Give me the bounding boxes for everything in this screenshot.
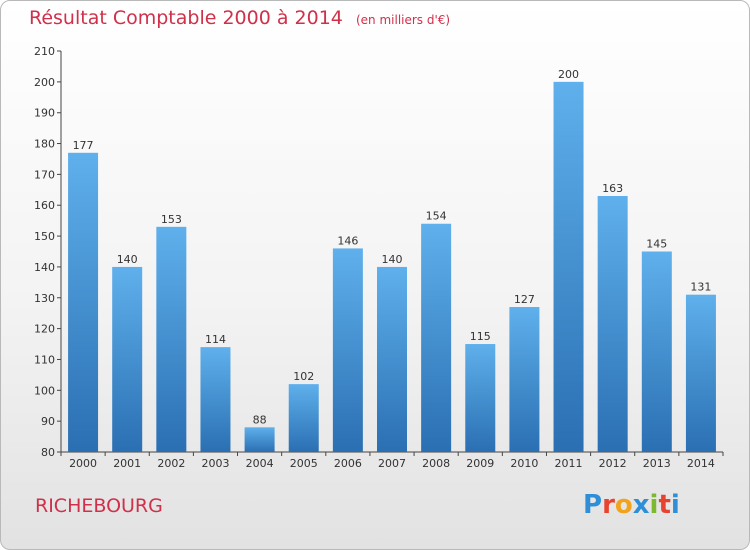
value-label-2013: 145 — [646, 238, 667, 251]
value-label-2000: 177 — [73, 139, 94, 152]
bar-2000 — [68, 152, 99, 453]
bar-2012 — [597, 195, 628, 452]
value-label-2010: 127 — [514, 293, 535, 306]
logo-letter: r — [602, 490, 615, 520]
y-tick-label: 130 — [34, 292, 55, 305]
y-tick-label: 180 — [34, 138, 55, 151]
value-label-2006: 146 — [337, 234, 358, 247]
x-tick-label-2008: 2008 — [422, 457, 450, 470]
logo-letter: o — [614, 490, 633, 520]
bar-2014 — [685, 294, 716, 452]
x-tick-label-2013: 2013 — [643, 457, 671, 470]
chart-bars — [68, 81, 716, 453]
y-tick-label: 200 — [34, 76, 55, 89]
y-tick-label: 110 — [34, 353, 55, 366]
y-tick-label: 120 — [34, 323, 55, 336]
x-tick-label-2005: 2005 — [290, 457, 318, 470]
bar-2010 — [509, 307, 540, 452]
y-tick-label: 210 — [34, 45, 55, 58]
proxiti-logo: Proxiti — [583, 490, 680, 520]
logo-letter: P — [583, 490, 603, 520]
y-tick-label: 190 — [34, 107, 55, 120]
value-label-2005: 102 — [293, 370, 314, 383]
x-tick-label-2012: 2012 — [599, 457, 627, 470]
x-tick-label-2004: 2004 — [246, 457, 274, 470]
value-label-2001: 140 — [117, 253, 138, 266]
bar-2009 — [465, 344, 496, 452]
x-tick-label-2006: 2006 — [334, 457, 362, 470]
bar-2002 — [156, 226, 187, 452]
y-tick-label: 150 — [34, 230, 55, 243]
value-label-2002: 153 — [161, 213, 182, 226]
x-tick-label-2000: 2000 — [69, 457, 97, 470]
value-label-2012: 163 — [602, 182, 623, 195]
value-label-2011: 200 — [558, 68, 579, 81]
value-label-2003: 114 — [205, 333, 226, 346]
value-label-2004: 88 — [253, 413, 267, 426]
bar-2013 — [641, 251, 672, 452]
logo-letter: i — [649, 490, 659, 520]
value-label-2007: 140 — [382, 253, 403, 266]
bar-2004 — [244, 427, 275, 452]
x-tick-label-2014: 2014 — [687, 457, 715, 470]
y-tick-label: 80 — [41, 446, 55, 459]
bar-2008 — [421, 223, 452, 452]
value-label-2009: 115 — [470, 330, 491, 343]
value-label-2008: 154 — [426, 210, 447, 223]
y-tick-label: 170 — [34, 168, 55, 181]
town-name: RICHEBOURG — [35, 495, 163, 517]
chart-value-labels: 177 140 153 114 88 102 146 140 154 115 127 200 163 14… — [73, 68, 712, 426]
x-tick-label-2009: 2009 — [466, 457, 494, 470]
x-tick-label-2010: 2010 — [510, 457, 538, 470]
bar-2005 — [288, 384, 319, 452]
x-tick-label-2011: 2011 — [555, 457, 583, 470]
bar-2011 — [553, 81, 584, 452]
chart-title-row: Résultat Comptable 2000 à 2014 (en milli… — [29, 7, 450, 29]
bar-2006 — [332, 248, 363, 452]
bar-2003 — [200, 347, 231, 452]
chart-unit: (en milliers d'€) — [355, 13, 451, 27]
y-tick-label: 90 — [41, 415, 55, 428]
value-label-2014: 131 — [690, 281, 711, 294]
logo-letter: t — [658, 490, 671, 520]
x-tick-label-2003: 2003 — [201, 457, 229, 470]
logo-letter: x — [632, 490, 650, 520]
bar-2001 — [112, 266, 143, 452]
x-tick-label-2007: 2007 — [378, 457, 406, 470]
x-tick-label-2001: 2001 — [113, 457, 141, 470]
x-tick-label-2002: 2002 — [157, 457, 185, 470]
logo-letter: i — [670, 490, 680, 520]
bar-2007 — [377, 266, 407, 452]
y-tick-label: 100 — [34, 384, 55, 397]
y-tick-label: 160 — [34, 199, 55, 212]
chart-title: Résultat Comptable 2000 à 2014 — [29, 7, 343, 29]
y-tick-label: 140 — [34, 261, 55, 274]
